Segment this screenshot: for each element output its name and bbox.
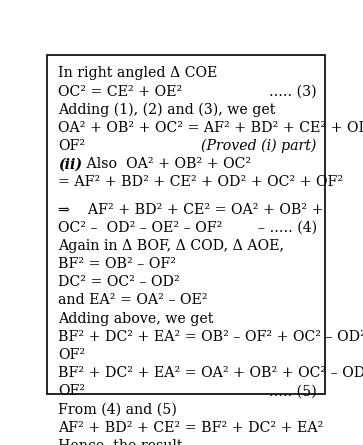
Text: and EA² = OA² – OE²: and EA² = OA² – OE² — [58, 293, 208, 307]
Text: OC² = CE² + OE²: OC² = CE² + OE² — [58, 85, 182, 99]
Text: OF²: OF² — [58, 348, 85, 362]
Text: OF²: OF² — [58, 384, 85, 398]
Text: ..... (5): ..... (5) — [269, 384, 317, 398]
Text: Also  OA² + OB² + OC²: Also OA² + OB² + OC² — [82, 157, 251, 171]
Text: AF² + BD² + CE² = BF² + DC² + EA²: AF² + BD² + CE² = BF² + DC² + EA² — [58, 421, 323, 435]
Text: (Proved (i) part): (Proved (i) part) — [201, 139, 317, 154]
Text: (ii): (ii) — [58, 157, 82, 171]
Text: = AF² + BD² + CE² + OD² + OC² + OF²: = AF² + BD² + CE² + OD² + OC² + OF² — [58, 175, 343, 190]
Text: Again in Δ BOF, Δ COD, Δ AOE,: Again in Δ BOF, Δ COD, Δ AOE, — [58, 239, 284, 253]
Text: BF² + DC² + EA² = OA² + OB² + OC² – OD² – OE² –: BF² + DC² + EA² = OA² + OB² + OC² – OD² … — [58, 366, 363, 380]
Text: OF²: OF² — [58, 139, 85, 153]
Text: Adding above, we get: Adding above, we get — [58, 312, 213, 326]
Text: In right angled Δ COE: In right angled Δ COE — [58, 66, 217, 81]
Text: ⇒    AF² + BD² + CE² = OA² + OB² +: ⇒ AF² + BD² + CE² = OA² + OB² + — [58, 202, 323, 217]
Text: DC² = OC² – OD²: DC² = OC² – OD² — [58, 275, 180, 289]
Text: Adding (1), (2) and (3), we get: Adding (1), (2) and (3), we get — [58, 103, 276, 117]
Text: Hence, the result.: Hence, the result. — [58, 439, 187, 445]
Text: From (4) and (5): From (4) and (5) — [58, 402, 177, 417]
Text: OC² –  OD² – OE² – OF²: OC² – OD² – OE² – OF² — [58, 221, 223, 235]
Text: OA² + OB² + OC² = AF² + BD² + CE² + OD² + OE² +: OA² + OB² + OC² = AF² + BD² + CE² + OD² … — [58, 121, 363, 135]
Text: BF² = OB² – OF²: BF² = OB² – OF² — [58, 257, 176, 271]
Text: ..... (3): ..... (3) — [269, 85, 317, 99]
Text: BF² + DC² + EA² = OB² – OF² + OC² – OD² + OA² –: BF² + DC² + EA² = OB² – OF² + OC² – OD² … — [58, 330, 363, 344]
Text: – ..... (4): – ..... (4) — [258, 221, 317, 235]
